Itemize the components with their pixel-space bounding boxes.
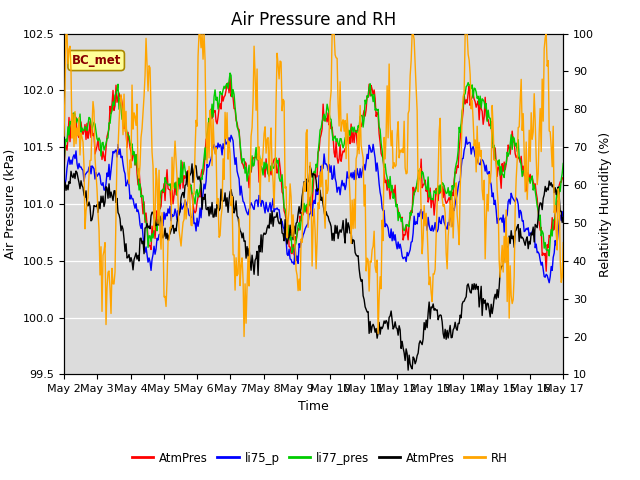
Legend: AtmPres, li75_p, li77_pres, AtmPres, RH: AtmPres, li75_p, li77_pres, AtmPres, RH	[127, 447, 513, 469]
Y-axis label: Relativity Humidity (%): Relativity Humidity (%)	[600, 132, 612, 276]
Title: Air Pressure and RH: Air Pressure and RH	[231, 11, 396, 29]
Y-axis label: Air Pressure (kPa): Air Pressure (kPa)	[4, 149, 17, 259]
X-axis label: Time: Time	[298, 400, 329, 413]
Text: BC_met: BC_met	[72, 54, 121, 67]
